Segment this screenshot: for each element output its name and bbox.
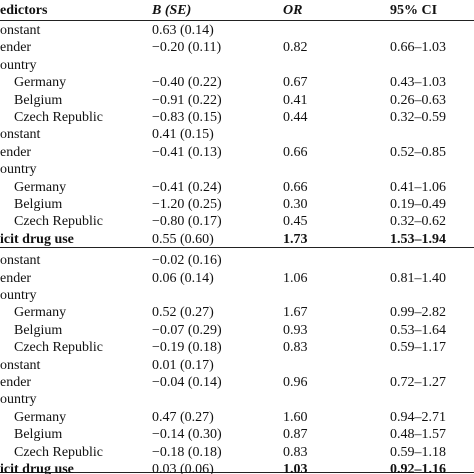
cell: −0.19 (0.18)	[152, 340, 222, 356]
cell: 0.93	[283, 322, 308, 338]
cell: ountry	[0, 162, 37, 178]
cell: −0.41 (0.24)	[152, 179, 222, 195]
cell: Germany	[14, 305, 67, 321]
cell: 0.47 (0.27)	[152, 409, 214, 425]
cell: Belgium	[14, 92, 63, 108]
cell: 1.06	[283, 270, 308, 286]
cell: onstant	[0, 127, 41, 143]
cell: 0.01 (0.17)	[152, 357, 214, 373]
cell: 0.45	[283, 214, 308, 230]
cell: onstant	[0, 357, 41, 373]
cell: ountry	[0, 288, 37, 303]
cell: 0.03 (0.06)	[152, 462, 214, 474]
cell: 0.81–1.40	[390, 270, 446, 286]
cell: 0.26–0.63	[390, 92, 446, 108]
cell: 0.63 (0.14)	[152, 23, 214, 38]
cell: ountry	[0, 392, 37, 408]
cell: 1.73	[283, 231, 308, 247]
cell: 0.32–0.59	[390, 110, 446, 125]
cell: onstant	[0, 253, 41, 269]
cell: 0.52 (0.27)	[152, 305, 214, 321]
cell: 0.44	[283, 110, 308, 125]
cell: icit drug use	[0, 231, 74, 247]
cell: Czech Republic	[14, 340, 104, 356]
header-cell: 95% CI	[390, 3, 438, 18]
cell: 0.59–1.18	[390, 444, 446, 460]
cell: ender	[0, 144, 32, 160]
cell: 1.60	[283, 409, 308, 425]
rule	[0, 247, 474, 248]
header-cell: OR	[283, 3, 303, 18]
cell: 0.43–1.03	[390, 75, 446, 91]
cell: Germany	[14, 179, 67, 195]
cell: 0.41 (0.15)	[152, 127, 214, 143]
cell: 0.66	[283, 144, 308, 160]
cell: 0.72–1.27	[390, 375, 446, 390]
cell: −0.80 (0.17)	[152, 214, 222, 230]
cell: 0.55 (0.60)	[152, 231, 214, 247]
cell: ender	[0, 40, 32, 56]
cell: 0.82	[283, 40, 308, 56]
cell: 0.67	[283, 75, 308, 91]
cell: ender	[0, 270, 32, 286]
cell: 0.66	[283, 179, 308, 195]
cell: onstant	[0, 23, 41, 38]
cell: Belgium	[14, 427, 63, 443]
cell: 0.41	[283, 92, 308, 108]
cell: Czech Republic	[14, 214, 104, 230]
cell: −0.07 (0.29)	[152, 322, 222, 338]
cell: −0.02 (0.16)	[152, 253, 222, 269]
cell: 0.83	[283, 340, 308, 356]
cell: Czech Republic	[14, 110, 104, 125]
cell: −0.83 (0.15)	[152, 110, 222, 125]
cell: icit drug use	[0, 462, 74, 474]
cell: 0.30	[283, 197, 308, 212]
cell: ender	[0, 375, 32, 390]
cell: 0.96	[283, 375, 308, 390]
cell: 0.59–1.17	[390, 340, 446, 356]
cell: 1.67	[283, 305, 308, 321]
header-cell: edictors	[0, 3, 48, 18]
cell: −0.14 (0.30)	[152, 427, 222, 443]
cell: 0.41–1.06	[390, 179, 446, 195]
cell: 0.48–1.57	[390, 427, 446, 443]
cell: 1.53–1.94	[390, 231, 446, 247]
cell: Belgium	[14, 197, 63, 212]
cell: 0.92–1.16	[390, 462, 446, 474]
cell: 0.32–0.62	[390, 214, 446, 230]
cell: 0.87	[283, 427, 308, 443]
cell: −0.41 (0.13)	[152, 144, 222, 160]
cell: 0.53–1.64	[390, 322, 446, 338]
cell: Germany	[14, 409, 67, 425]
cell: 0.19–0.49	[390, 197, 446, 212]
cell: 0.94–2.71	[390, 409, 446, 425]
rule	[0, 472, 474, 473]
cell: 0.99–2.82	[390, 305, 446, 321]
cell: 0.66–1.03	[390, 40, 446, 56]
cell: 0.06 (0.14)	[152, 270, 214, 286]
cell: −0.40 (0.22)	[152, 75, 222, 91]
cell: −1.20 (0.25)	[152, 197, 222, 212]
cell: ountry	[0, 57, 37, 73]
cell: −0.18 (0.18)	[152, 444, 222, 460]
cell: Belgium	[14, 322, 63, 338]
cell: −0.91 (0.22)	[152, 92, 222, 108]
cell: Germany	[14, 75, 67, 91]
cell: −0.04 (0.14)	[152, 375, 222, 390]
cell: Czech Republic	[14, 444, 104, 460]
cell: 0.52–0.85	[390, 144, 446, 160]
cell: 1.03	[283, 462, 308, 474]
rule	[0, 20, 474, 21]
header-cell: B (SE)	[152, 3, 192, 18]
cell: 0.83	[283, 444, 308, 460]
cell: −0.20 (0.11)	[152, 40, 222, 56]
